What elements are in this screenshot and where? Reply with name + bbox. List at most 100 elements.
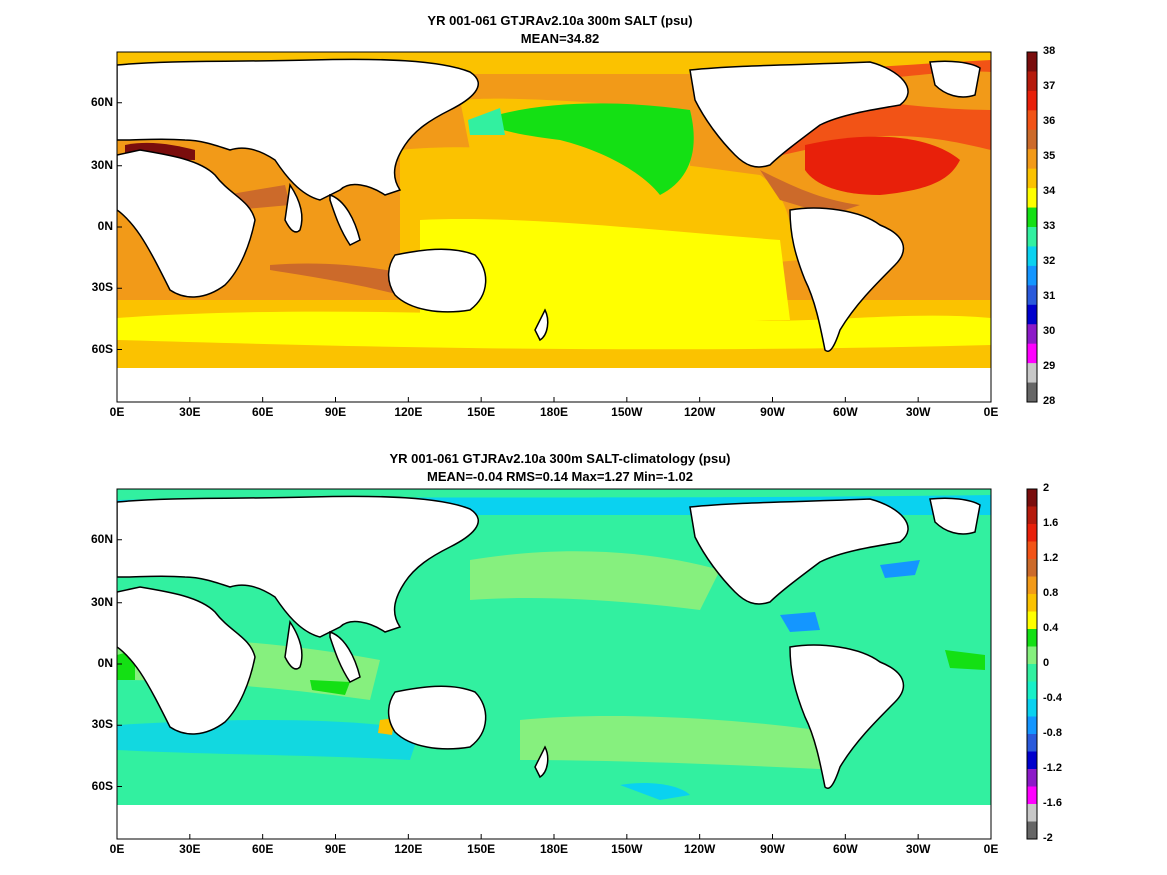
colorbar-swatch [1027, 734, 1037, 752]
colorbar-tick-label: 1.6 [1043, 517, 1059, 529]
colorbar-swatch [1027, 363, 1037, 384]
colorbar-swatch [1027, 646, 1037, 665]
colorbar-swatch [1027, 594, 1037, 612]
colorbar-swatch [1027, 506, 1037, 525]
y-tick-label: 30S [91, 717, 113, 732]
y-tick-label: 60N [90, 531, 113, 546]
colorbar-swatch [1027, 90, 1037, 111]
x-tick-label: 90W [760, 405, 785, 419]
colorbar-swatch [1027, 129, 1037, 150]
colorbar-swatch [1027, 804, 1037, 822]
colorbar-swatch [1027, 699, 1037, 717]
panel2-land [117, 495, 981, 789]
colorbar-swatch [1027, 769, 1037, 787]
colorbar-swatch [1027, 246, 1037, 267]
x-tick-label: 60E [251, 842, 274, 856]
x-tick-label: 60W [832, 842, 858, 856]
panel2-map [117, 489, 991, 839]
x-tick-label: 120E [394, 842, 423, 856]
x-tick-label: 120E [394, 405, 423, 419]
colorbar-swatch [1027, 821, 1037, 840]
panel2-title: YR 001-061 GTJRAv2.10a 300m SALT-climato… [250, 450, 870, 486]
colorbar-swatch [1027, 265, 1037, 286]
colorbar-tick-label: 36 [1043, 115, 1056, 127]
colorbar-tick-label: 2 [1043, 482, 1050, 494]
colorbar-tick-label: 32 [1043, 255, 1056, 267]
x-tick-label: 0E [109, 405, 125, 419]
colorbar-swatch [1027, 149, 1037, 170]
colorbar-tick-label: 33 [1043, 220, 1056, 232]
panel2-stats-text: MEAN=-0.04 RMS=0.14 Max=1.27 Min=-1.02 [427, 469, 693, 484]
x-tick-label: 180E [539, 842, 569, 856]
panel2-colorbar [1026, 488, 1038, 840]
x-tick-label: 150E [467, 842, 496, 856]
colorbar-tick-label: 0.8 [1043, 587, 1059, 599]
x-tick-label: 150E [467, 405, 496, 419]
colorbar-swatch [1027, 559, 1037, 577]
x-tick-label: 30E [179, 842, 201, 856]
colorbar-tick-label: 34 [1043, 185, 1056, 197]
panel2-title-text: YR 001-061 GTJRAv2.10a 300m SALT-climato… [389, 451, 731, 466]
x-tick-label: 180E [539, 405, 569, 419]
y-tick-label: 0N [97, 656, 113, 670]
colorbar-tick-label: -1.6 [1043, 797, 1062, 809]
panel1-title-text: YR 001-061 GTJRAv2.10a 300m SALT (psu) [427, 13, 693, 28]
colorbar-swatch [1027, 304, 1037, 325]
x-tick-label: 150W [611, 405, 643, 419]
colorbar-tick-label: 1.2 [1043, 552, 1059, 564]
colorbar-swatch [1027, 168, 1037, 189]
colorbar-tick-label: 0.4 [1043, 622, 1059, 634]
colorbar-tick-label: 30 [1043, 325, 1056, 337]
colorbar-swatch [1027, 52, 1037, 72]
y-tick-label: 30S [91, 280, 113, 295]
axis-ticks [116, 102, 992, 839]
colorbar-swatch [1027, 786, 1037, 805]
x-tick-label: 90W [760, 842, 785, 856]
colorbar-swatch [1027, 611, 1037, 630]
colorbar-swatch [1027, 541, 1037, 560]
colorbar-tick-label: 35 [1043, 150, 1056, 162]
panel1-map [117, 52, 991, 402]
y-tick-label: 60S [91, 341, 113, 356]
colorbar-tick-label: 28 [1043, 395, 1056, 407]
colorbar-tick-label: -0.4 [1043, 692, 1062, 704]
colorbar-swatch [1027, 207, 1037, 228]
y-tick-label: 0N [97, 219, 113, 233]
x-tick-label: 30E [179, 405, 201, 419]
colorbar-frame [1026, 488, 1038, 840]
panel1-title: YR 001-061 GTJRAv2.10a 300m SALT (psu) M… [250, 12, 870, 48]
y-tick-label: 30N [90, 157, 113, 172]
colorbar-swatch [1027, 489, 1037, 507]
x-tick-label: 30W [905, 842, 931, 856]
colorbar-tick-label: -0.8 [1043, 727, 1062, 739]
x-tick-label: 90E [324, 842, 347, 856]
colorbar-swatch [1027, 188, 1037, 209]
colorbar-tick-label: 37 [1043, 80, 1056, 92]
y-tick-label: 60N [90, 94, 113, 109]
panel1-colorbar [1026, 51, 1038, 403]
x-tick-label: 30W [905, 405, 931, 419]
x-tick-label: 60E [251, 405, 274, 419]
colorbar-tick-label: 0 [1043, 657, 1050, 669]
panel1-mean-text: MEAN=34.82 [520, 31, 600, 46]
y-tick-label: 30N [90, 594, 113, 609]
colorbar-swatch [1027, 576, 1037, 595]
x-tick-label: 60W [832, 405, 858, 419]
x-tick-label: 90E [324, 405, 347, 419]
colorbar-tick-label: 38 [1043, 45, 1056, 57]
colorbar-swatch [1027, 343, 1037, 364]
x-tick-label: 0E [109, 842, 125, 856]
x-tick-label: 150W [611, 842, 643, 856]
colorbar-swatch [1027, 629, 1037, 647]
colorbar-swatch [1027, 324, 1037, 345]
colorbar-swatch [1027, 227, 1037, 247]
colorbar-tick-label: 29 [1043, 360, 1056, 372]
colorbar-tick-label: -1.2 [1043, 762, 1062, 774]
x-tick-label: 120W [683, 842, 716, 856]
colorbar-frame [1026, 51, 1038, 403]
colorbar-swatch [1027, 681, 1037, 700]
colorbar-tick-label: 31 [1043, 290, 1056, 302]
x-tick-label: 0E [983, 842, 999, 856]
colorbar-swatch [1027, 110, 1037, 131]
